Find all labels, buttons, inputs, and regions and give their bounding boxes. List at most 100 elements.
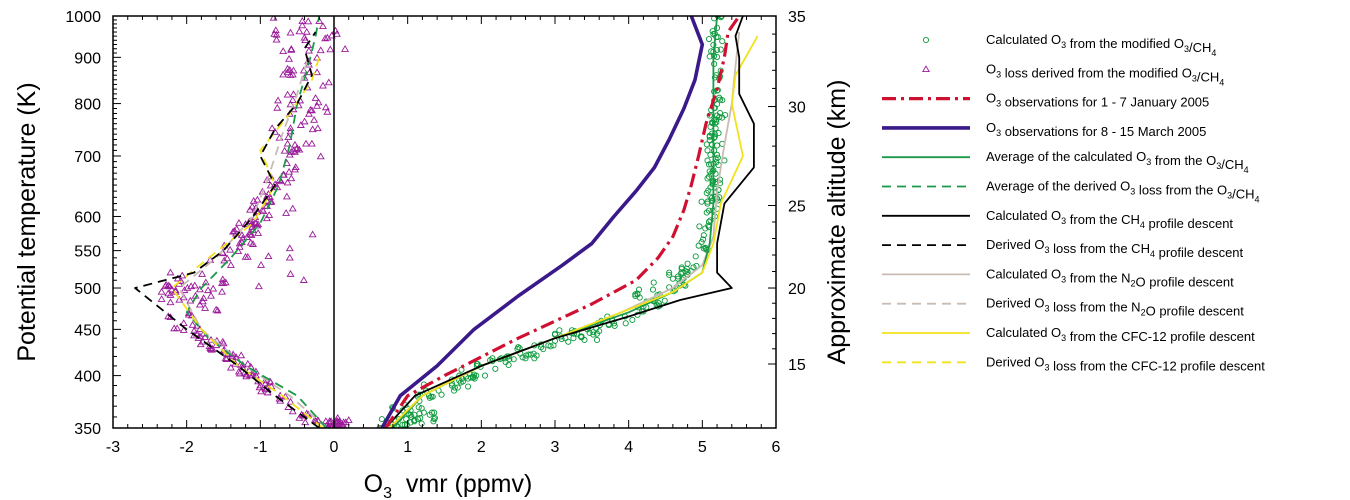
calc-o3-point	[650, 279, 657, 286]
o3-loss-point	[199, 294, 208, 302]
o3-loss-point	[257, 261, 266, 268]
y-left-tick-label: 500	[74, 281, 101, 298]
o3-loss-point	[226, 363, 235, 371]
o3-loss-point	[186, 296, 195, 304]
o3-loss-point	[299, 276, 308, 283]
legend-label: Derived O3 loss from the CH4 profile des…	[986, 237, 1244, 260]
calc-o3-point	[430, 418, 437, 425]
calc-o3-point	[593, 336, 601, 344]
calc-o3-point	[596, 328, 603, 335]
calc-o3-point	[458, 366, 465, 373]
y-right-tick-label: 35	[788, 9, 806, 26]
calc-o3-point	[714, 151, 721, 158]
y-axis-left-title: Potential temperature (K)	[13, 82, 41, 361]
o3-loss-point	[283, 64, 292, 72]
calc-o3-point	[459, 378, 466, 385]
x-tick-label: 5	[698, 439, 707, 456]
series-line-cfc_calc	[388, 35, 759, 428]
calc-o3-point	[622, 320, 629, 327]
y-left-tick-label: 600	[74, 209, 101, 226]
o3-loss-point	[333, 421, 341, 428]
o3-loss-point	[313, 53, 322, 61]
o3-loss-point	[235, 242, 244, 250]
calc-o3-point	[550, 342, 557, 349]
o3-loss-point	[254, 282, 263, 290]
x-tick-label: 4	[624, 439, 633, 456]
o3-loss-point	[313, 124, 322, 132]
o3-loss-point	[295, 413, 304, 421]
series-line-n2o_calc	[388, 31, 741, 428]
calc-o3-point	[714, 53, 721, 60]
calc-o3-point	[706, 53, 713, 60]
calc-o3-point	[704, 200, 711, 207]
o3-loss-point	[218, 337, 227, 345]
o3-loss-point	[204, 286, 213, 294]
o3-loss-point	[287, 45, 296, 52]
calc-o3-point	[465, 375, 472, 382]
o3-loss-point	[304, 17, 313, 25]
calc-o3-point	[678, 265, 685, 272]
o3-loss-point	[190, 327, 199, 334]
o3-loss-point	[286, 124, 295, 132]
o3-loss-point	[229, 227, 238, 235]
series-line-n2o_loss	[178, 57, 328, 428]
calc-o3-point	[714, 142, 721, 149]
calc-o3-point	[708, 141, 715, 148]
o3-loss-point	[179, 319, 188, 327]
calc-o3-point	[451, 387, 458, 394]
calc-o3-point	[698, 239, 705, 246]
o3-loss-point	[208, 344, 217, 352]
o3-loss-point	[308, 125, 317, 133]
calc-o3-point	[722, 111, 729, 119]
o3-loss-point	[201, 278, 210, 286]
o3-loss-point	[318, 81, 327, 89]
o3-loss-point	[291, 163, 300, 171]
o3-loss-point	[213, 306, 222, 314]
legend-label: Average of the derived O3 loss from the …	[986, 179, 1259, 205]
o3-loss-point	[266, 378, 275, 386]
o3-loss-point	[304, 109, 313, 117]
calc-o3-point	[556, 327, 563, 334]
o3-loss-point	[220, 256, 229, 264]
plot-frame	[112, 15, 777, 429]
o3-loss-point	[226, 261, 235, 268]
o3-loss-point	[326, 418, 335, 426]
calc-o3-point	[706, 168, 713, 175]
o3-loss-point	[173, 274, 182, 282]
o3-loss-point	[195, 300, 204, 308]
legend-label: Derived O3 loss from the CFC-12 profile …	[986, 354, 1265, 373]
calc-o3-point	[718, 16, 725, 20]
o3-loss-point	[304, 60, 313, 68]
o3-loss-point	[179, 293, 188, 301]
o3-loss-point	[333, 413, 342, 421]
calc-o3-point	[692, 253, 699, 260]
o3-loss-point	[285, 244, 294, 252]
calc-o3-point	[420, 409, 427, 416]
o3-loss-point	[262, 214, 271, 222]
o3-loss-point	[296, 121, 305, 128]
o3-loss-point	[242, 370, 251, 378]
calc-o3-point	[708, 130, 715, 137]
calc-o3-point	[714, 16, 721, 20]
calc-o3-point	[693, 262, 700, 269]
o3-loss-point	[287, 174, 296, 182]
calc-o3-point	[717, 46, 724, 53]
series-line-ch4_loss	[134, 31, 320, 428]
o3-loss-point	[307, 139, 316, 147]
calc-o3-point	[415, 404, 422, 411]
o3-loss-point	[283, 178, 292, 186]
o3-loss-point	[289, 90, 298, 98]
legend-label: Derived O3 loss from the N2O profile des…	[986, 296, 1244, 319]
calc-o3-point	[471, 375, 478, 382]
calc-o3-point	[454, 384, 461, 391]
x-axis-title: O3 vmr (ppmv)	[364, 470, 533, 500]
o3-loss-point	[188, 320, 197, 328]
y-right-tick-label: 20	[788, 281, 806, 298]
calc-o3-point	[649, 286, 657, 293]
o3-loss-point	[321, 34, 330, 42]
calc-o3-point	[700, 232, 707, 239]
o3-loss-point	[157, 295, 166, 302]
calc-o3-point	[717, 16, 724, 21]
o3-loss-point	[286, 28, 295, 36]
